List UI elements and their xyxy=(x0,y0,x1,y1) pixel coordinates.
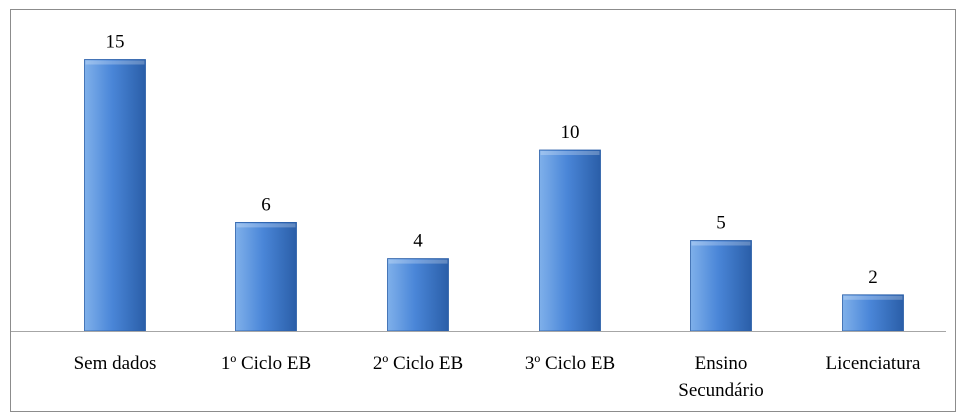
data-label-5: 5 xyxy=(716,213,726,234)
chart-frame xyxy=(10,9,956,412)
bars-layer xyxy=(84,59,904,332)
bar-bevel-2 xyxy=(236,223,296,228)
x-tick-label-5: Ensino Secundário xyxy=(678,353,763,401)
labels-layer: 15 6 4 10 5 2 xyxy=(106,32,878,288)
x-tick-line: Secundário xyxy=(678,380,763,401)
bar-bevel-1 xyxy=(85,60,145,65)
data-label-1: 15 xyxy=(106,32,125,53)
bar-bevel-3 xyxy=(388,259,448,264)
x-tick-line: 2º Ciclo EB xyxy=(373,353,463,374)
bar-2 xyxy=(235,221,297,332)
bar-5 xyxy=(690,240,752,332)
data-label-6: 2 xyxy=(868,267,878,288)
x-tick-label-3: 2º Ciclo EB xyxy=(373,353,463,374)
bar-4 xyxy=(539,149,601,332)
x-tick-label-4: 3º Ciclo EB xyxy=(525,353,615,374)
data-label-3: 4 xyxy=(413,231,423,252)
x-tick-line: Licenciatura xyxy=(826,353,922,374)
bar-6 xyxy=(842,294,904,332)
x-tick-line: Sem dados xyxy=(74,353,157,374)
x-tick-label-2: 1º Ciclo EB xyxy=(221,353,311,374)
bar-1 xyxy=(84,59,146,332)
x-tick-line: 1º Ciclo EB xyxy=(221,353,311,374)
data-label-4: 10 xyxy=(561,122,580,143)
data-label-2: 6 xyxy=(261,194,271,215)
x-tick-line: Ensino xyxy=(695,353,748,374)
bar-3 xyxy=(387,258,449,332)
x-tick-labels: Sem dados 1º Ciclo EB 2º Ciclo EB 3º Ciclo … xyxy=(74,353,921,401)
bar-bevel-6 xyxy=(843,295,903,300)
bar-bevel-4 xyxy=(540,151,600,155)
bar-bevel-5 xyxy=(691,241,751,246)
x-tick-line: 3º Ciclo EB xyxy=(525,353,615,374)
x-tick-label-6: Licenciatura xyxy=(826,353,922,374)
x-tick-label-1: Sem dados xyxy=(74,353,157,374)
